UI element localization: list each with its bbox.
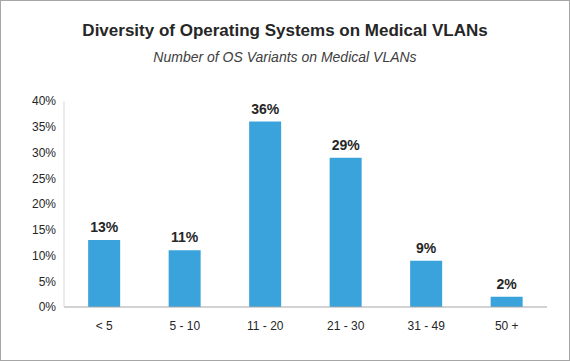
svg-text:36%: 36% <box>251 101 280 117</box>
svg-text:5%: 5% <box>39 275 57 289</box>
svg-text:29%: 29% <box>332 137 361 153</box>
svg-text:40%: 40% <box>32 94 56 108</box>
svg-text:0%: 0% <box>39 300 57 314</box>
html-text:Diversity of Operating Systems: Diversity of Operating Systems on Medica… <box>82 21 488 40</box>
svg-text:9%: 9% <box>416 240 437 256</box>
svg-text:20%: 20% <box>32 197 56 211</box>
svg-text:30%: 30% <box>32 146 56 160</box>
svg-text:21 - 30: 21 - 30 <box>327 319 365 333</box>
svg-text:11%: 11% <box>171 229 199 245</box>
svg-text:35%: 35% <box>32 120 56 134</box>
svg-text:31 - 49: 31 - 49 <box>408 319 446 333</box>
svg-text:10%: 10% <box>32 249 56 263</box>
svg-text:15%: 15% <box>32 223 56 237</box>
html-text:Number of OS Variants on Medic: Number of OS Variants on Medical VLANs <box>153 49 417 65</box>
svg-text:2%: 2% <box>497 276 518 292</box>
svg-text:50 +: 50 + <box>495 319 519 333</box>
svg-text:13%: 13% <box>90 219 119 235</box>
svg-text:25%: 25% <box>32 172 56 186</box>
svg-text:< 5: < 5 <box>96 319 113 333</box>
svg-text:5 - 10: 5 - 10 <box>169 319 200 333</box>
svg-text:11 - 20: 11 - 20 <box>247 319 284 333</box>
